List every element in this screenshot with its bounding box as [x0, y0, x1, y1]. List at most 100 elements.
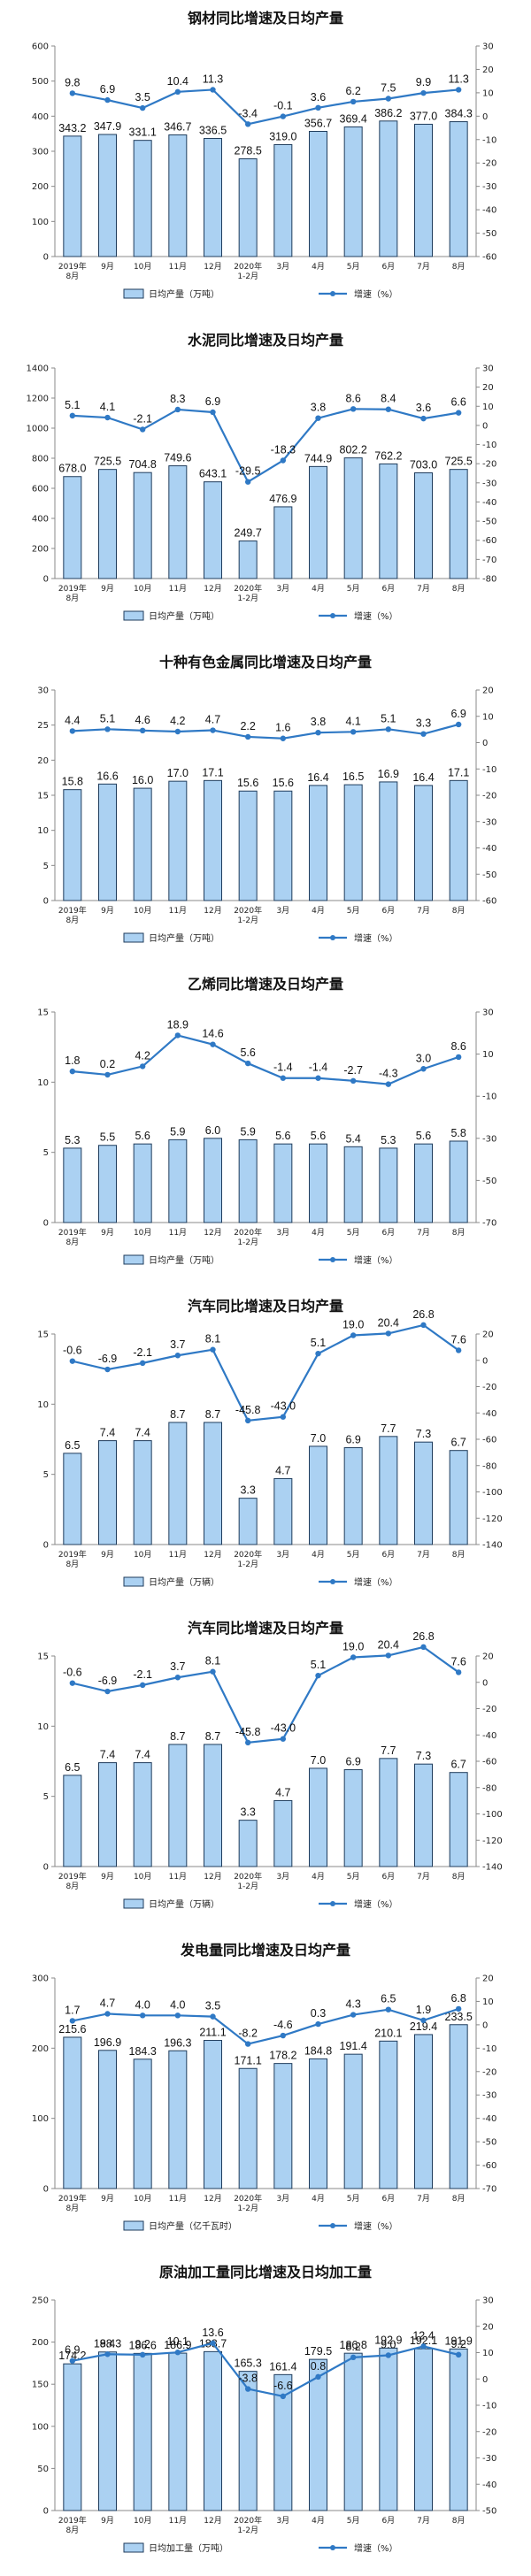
left-tick-label: 100 — [32, 2114, 49, 2124]
bar — [168, 2050, 188, 2189]
category-label: 2020年 1-2月 — [234, 261, 262, 281]
left-tick-label: 15 — [37, 1652, 49, 1662]
growth-point — [139, 727, 146, 734]
left-tick-label: 15 — [37, 1330, 49, 1340]
growth-point — [104, 726, 111, 732]
legend-line-label: 增速（%） — [354, 610, 398, 622]
category-label: 2019年 8月 — [58, 261, 87, 281]
category-label-line: 10月 — [134, 1872, 151, 1882]
left-tick-label: 0 — [43, 2507, 49, 2517]
category-label: 6月 — [381, 906, 395, 916]
category-label-line: 8月 — [452, 262, 466, 272]
category-label-line: 6月 — [381, 1550, 395, 1560]
bar — [238, 1138, 258, 1223]
category-label: 4月 — [312, 1872, 325, 1882]
growth-value-label: 6.8 — [450, 1992, 466, 2005]
growth-value-label: 2.2 — [240, 720, 255, 732]
category-label-line: 7月 — [417, 584, 430, 594]
category-label: 6月 — [381, 1228, 395, 1238]
left-tick-label: 10 — [37, 1400, 49, 1410]
bar-value-label: 725.5 — [94, 456, 121, 468]
category-label-line: 3月 — [276, 1872, 289, 1882]
growth-value-label: -18.3 — [271, 444, 296, 456]
category-label-line: 7月 — [417, 2194, 430, 2204]
category-label-line: 2020年 — [234, 1227, 262, 1238]
legend-line-label: 增速（%） — [354, 2220, 398, 2232]
growth-point — [280, 2393, 287, 2400]
category-label: 5月 — [347, 2516, 360, 2526]
bar — [343, 2053, 363, 2189]
growth-value-label: 4.3 — [345, 1998, 360, 2011]
category-label: 3月 — [276, 2516, 289, 2526]
bar — [309, 2358, 327, 2511]
chart-svg: 钢材同比增速及日均产量0100200300400500600-60-50-40-… — [32, 10, 496, 300]
right-tick-label: -20 — [482, 2427, 496, 2437]
right-tick-label: 20 — [482, 383, 494, 393]
category-label: 12月 — [204, 1228, 221, 1238]
bar — [449, 2348, 468, 2511]
category-label-line: 3月 — [276, 584, 289, 594]
growth-value-label: 7.5 — [381, 82, 396, 95]
category-label-line: 12月 — [204, 584, 221, 594]
bar-value-label: 15.8 — [62, 776, 83, 788]
category-label: 7月 — [417, 2194, 430, 2204]
category-label: 7月 — [417, 1550, 430, 1560]
growth-value-label: 26.8 — [412, 1630, 434, 1643]
bar — [238, 158, 258, 257]
growth-value-label: 5.1 — [381, 712, 396, 724]
category-label-line: 8月 — [65, 1238, 79, 1247]
category-label: 10月 — [134, 1872, 151, 1882]
category-label-line: 2019年 — [58, 2515, 87, 2526]
category-label-line: 2020年 — [234, 2193, 262, 2204]
growth-point — [244, 121, 251, 127]
growth-point — [210, 2340, 216, 2346]
growth-value-label: 4.4 — [65, 714, 80, 726]
growth-line — [72, 2007, 459, 2045]
category-label: 2020年 1-2月 — [234, 1871, 262, 1891]
legend-bar-label: 日均产量（亿千瓦时） — [149, 2220, 237, 2232]
chart-svg: 发电量同比增速及日均产量0100200300-70-60-50-40-30-20… — [32, 1942, 496, 2232]
right-tick-label: 20 — [482, 65, 494, 75]
bar — [343, 126, 363, 257]
growth-value-label: 3.5 — [205, 2000, 220, 2012]
legend-bar-label: 日均产量（万辆） — [149, 1576, 219, 1588]
category-label-line: 2020年 — [234, 1871, 262, 1882]
category-label-line: 12月 — [204, 2516, 221, 2526]
growth-point — [350, 406, 357, 412]
growth-point — [385, 1330, 392, 1337]
category-label-line: 8月 — [65, 2526, 79, 2535]
bar-value-label: 219.4 — [410, 2020, 437, 2033]
growth-value-label: 4.2 — [170, 715, 185, 727]
growth-value-label: 5.1 — [311, 1337, 326, 1349]
bar-value-label: 6.5 — [65, 1761, 80, 1774]
bar-value-label: 4.7 — [275, 1464, 290, 1476]
bar-value-label: 703.0 — [410, 458, 437, 471]
growth-value-label: 3.7 — [170, 1660, 185, 1673]
right-tick-label: 0 — [482, 1678, 488, 1688]
bar-value-label: 278.5 — [235, 145, 262, 157]
growth-value-label: 8.6 — [450, 1040, 466, 1053]
bar-value-label: 17.0 — [167, 767, 189, 779]
bar-value-label: 249.7 — [235, 527, 262, 540]
category-label: 11月 — [169, 1228, 187, 1238]
category-label-line: 3月 — [276, 1228, 289, 1238]
growth-value-label: -6.6 — [273, 2380, 293, 2392]
growth-value-label: -3.8 — [238, 2373, 258, 2385]
growth-point — [210, 1346, 216, 1353]
right-tick-label: 0 — [482, 2375, 488, 2385]
legend-bar-label: 日均产量（万吨） — [149, 288, 219, 300]
growth-point — [104, 1366, 111, 1373]
category-label: 4月 — [312, 262, 325, 272]
right-tick-label: -20 — [482, 1383, 496, 1392]
bar-value-label: 356.7 — [304, 118, 332, 130]
bar — [204, 1744, 222, 1867]
bar — [449, 779, 468, 901]
right-tick-label: -50 — [482, 2138, 496, 2148]
chart-svg: 水泥同比增速及日均产量0200400600800100012001400-80-… — [27, 332, 497, 622]
growth-point — [69, 2018, 76, 2024]
right-tick-label: -10 — [482, 1092, 496, 1102]
growth-point — [350, 2354, 357, 2361]
growth-value-label: 11.3 — [448, 73, 468, 85]
growth-point — [420, 89, 427, 96]
growth-value-label: -1.4 — [273, 1062, 293, 1074]
